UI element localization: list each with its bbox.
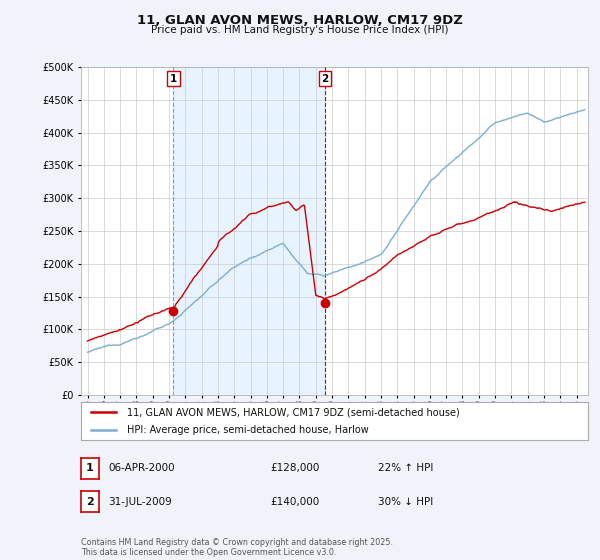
Text: 2: 2 bbox=[86, 497, 94, 507]
Bar bbox=[173, 67, 325, 395]
Text: 1: 1 bbox=[86, 463, 94, 473]
Text: Contains HM Land Registry data © Crown copyright and database right 2025.
This d: Contains HM Land Registry data © Crown c… bbox=[81, 538, 393, 557]
Text: 22% ↑ HPI: 22% ↑ HPI bbox=[378, 463, 433, 473]
Text: £128,000: £128,000 bbox=[270, 463, 319, 473]
Text: 11, GLAN AVON MEWS, HARLOW, CM17 9DZ (semi-detached house): 11, GLAN AVON MEWS, HARLOW, CM17 9DZ (se… bbox=[127, 407, 460, 417]
Text: Price paid vs. HM Land Registry's House Price Index (HPI): Price paid vs. HM Land Registry's House … bbox=[151, 25, 449, 35]
Text: 31-JUL-2009: 31-JUL-2009 bbox=[108, 497, 172, 507]
Text: 2: 2 bbox=[322, 74, 329, 84]
Text: £140,000: £140,000 bbox=[270, 497, 319, 507]
Text: 30% ↓ HPI: 30% ↓ HPI bbox=[378, 497, 433, 507]
Text: 11, GLAN AVON MEWS, HARLOW, CM17 9DZ: 11, GLAN AVON MEWS, HARLOW, CM17 9DZ bbox=[137, 14, 463, 27]
Text: HPI: Average price, semi-detached house, Harlow: HPI: Average price, semi-detached house,… bbox=[127, 425, 368, 435]
Text: 06-APR-2000: 06-APR-2000 bbox=[108, 463, 175, 473]
Text: 1: 1 bbox=[170, 74, 177, 84]
